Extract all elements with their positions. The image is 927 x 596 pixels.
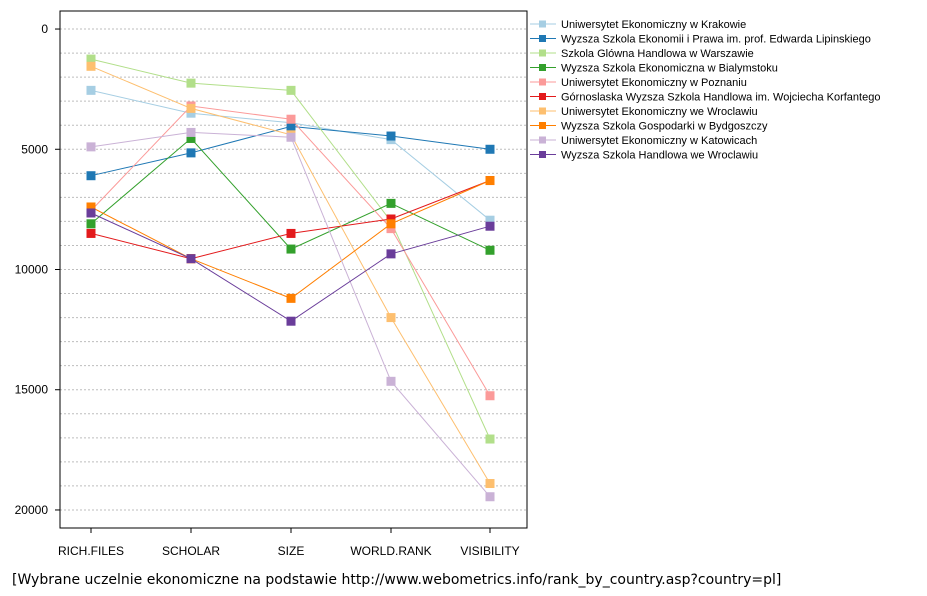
data-point [485, 391, 495, 401]
data-point [86, 85, 96, 95]
data-point [86, 228, 96, 238]
legend-label: Wyzsza Szkola Ekonomiczna w Bialymstoku [561, 63, 778, 75]
data-point [186, 103, 196, 113]
data-point [86, 171, 96, 181]
data-point [485, 245, 495, 255]
legend-marker [539, 93, 546, 100]
series-line [90, 131, 491, 498]
data-point [186, 133, 196, 143]
data-point [485, 434, 495, 444]
legend-label: Uniwersytet Ekonomiczny w Krakowie [561, 19, 746, 31]
data-point [485, 479, 495, 489]
data-point [186, 254, 196, 264]
legend-label: Wyzsza Szkola Handlowa we Wroclawiu [561, 150, 758, 162]
legend-marker [539, 35, 546, 42]
y-tick-label: 10000 [15, 263, 49, 277]
legend-label: Wyzsza Szkola Gospodarki w Bydgoszczy [561, 121, 768, 133]
data-point [386, 214, 396, 224]
x-tick-label: RICH.FILES [58, 544, 124, 558]
data-point [485, 176, 495, 186]
series-line [90, 180, 491, 299]
legend-marker [539, 20, 546, 28]
data-point [386, 198, 396, 208]
x-tick-label: WORLD.RANK [350, 544, 431, 558]
data-point [186, 108, 196, 118]
data-point [286, 85, 296, 95]
x-axis-ticks: RICH.FILES SCHOLAR SIZE WORLD.RANK VISIBILIT… [58, 528, 520, 558]
data-point [386, 376, 396, 386]
y-tick-label: 0 [41, 22, 48, 36]
y-tick-label: 15000 [15, 383, 49, 397]
data-point [386, 219, 396, 229]
data-point [86, 54, 96, 64]
legend-marker [539, 64, 546, 71]
legend-marker [539, 151, 546, 158]
series-line [90, 89, 491, 221]
x-tick-label: SCHOLAR [162, 544, 220, 558]
data-point [286, 244, 296, 254]
data-point [286, 132, 296, 142]
data-point [186, 127, 196, 137]
legend-label: Uniwersytet Ekonomiczny w Katowicach [561, 135, 757, 147]
grid-lines [60, 28, 527, 511]
data-point [186, 78, 196, 88]
legend: Uniwersytet Ekonomiczny w Krakowie Wyzsza… [530, 19, 880, 162]
data-point [286, 114, 296, 124]
x-tick-label: SIZE [278, 544, 305, 558]
data-point [386, 224, 396, 234]
data-point [485, 215, 495, 225]
x-tick-label: VISIBILITY [460, 544, 519, 558]
data-point [386, 313, 396, 323]
data-point [86, 202, 96, 212]
data-point [485, 492, 495, 502]
legend-marker [539, 49, 546, 57]
legend-label: Wyzsza Szkola Ekonomii i Prawa im. prof.… [561, 34, 871, 46]
data-point [286, 316, 296, 326]
legend-marker [539, 136, 546, 144]
data-point [86, 142, 96, 152]
y-tick-label: 5000 [21, 142, 48, 156]
data-point [86, 219, 96, 229]
data-point [485, 144, 495, 154]
legend-label: Uniwersytet Ekonomiczny we Wroclawiu [561, 106, 758, 118]
data-point [286, 228, 296, 238]
legend-marker [539, 78, 546, 86]
data-point [485, 221, 495, 231]
y-axis-ticks: 0 5000 10000 15000 20000 [15, 22, 60, 517]
y-tick-label: 20000 [15, 503, 49, 517]
chart-caption: [Wybrane uczelnie ekonomiczne na podstaw… [12, 572, 782, 588]
legend-label: Szkola Glówna Handlowa w Warszawie [561, 48, 754, 60]
data-point [386, 249, 396, 259]
data-point [386, 131, 396, 141]
data-point [86, 208, 96, 218]
legend-label: Górnoslaska Wyzsza Szkola Handlowa im. W… [561, 92, 880, 104]
legend-marker [539, 107, 546, 115]
data-point [86, 61, 96, 71]
data-point [186, 148, 196, 158]
series-points [86, 54, 495, 502]
legend-label: Uniwersytet Ekonomiczny w Poznaniu [561, 77, 747, 89]
data-point [286, 121, 296, 131]
data-point [286, 293, 296, 303]
line-chart: 0 5000 10000 15000 20000 RICH.FILES SCHOLAR SI… [15, 10, 880, 558]
legend-marker [539, 122, 546, 129]
